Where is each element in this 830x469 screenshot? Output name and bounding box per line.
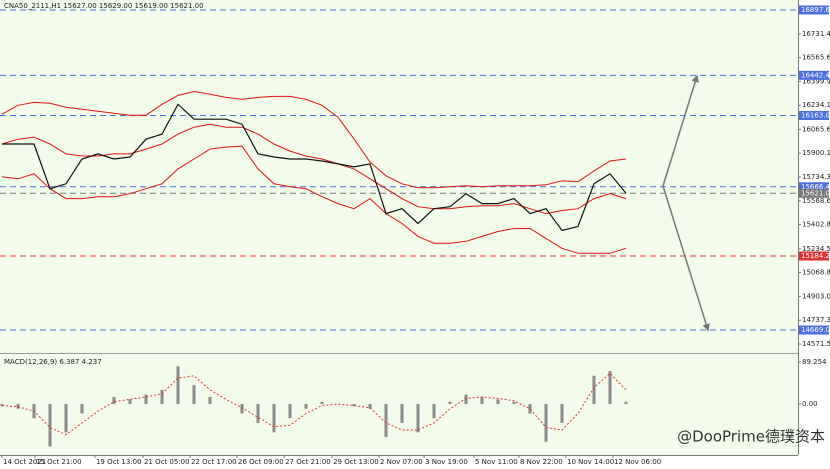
y-tick-label: 16731.40 — [802, 30, 830, 38]
macd-bar — [0, 404, 4, 407]
x-tick-label: 19 Oct 13:00 — [96, 458, 142, 466]
y-tick-label: 15068.80 — [802, 269, 830, 277]
macd-y-tick-label: 0.00 — [802, 400, 818, 408]
y-tick-label: 16234.15 — [802, 101, 830, 109]
x-tick-label: 15 Oct 21:00 — [36, 458, 82, 466]
level-label-box — [799, 110, 829, 120]
x-tick-label: 10 Nov 14:00 — [567, 458, 614, 466]
level-label-box — [799, 182, 829, 192]
x-tick-label: 22 Oct 17:00 — [191, 458, 237, 466]
x-tick-label: 8 Nov 22:00 — [520, 458, 563, 466]
macd-bar — [272, 404, 276, 433]
y-tick-label: 15900.10 — [802, 149, 830, 157]
bollinger-lower — [1, 145, 627, 254]
level-label: 16897.60 — [801, 6, 830, 14]
macd-bar — [592, 375, 596, 405]
level-label: 16163.00 — [801, 111, 830, 119]
x-tick-label: 5 Nov 11:00 — [475, 458, 518, 466]
x-tick-label: 27 Oct 21:00 — [285, 458, 331, 466]
macd-bar — [608, 371, 612, 405]
macd-bar — [512, 401, 516, 405]
y-tick-label: 16065.60 — [802, 125, 830, 133]
level-label-box — [799, 188, 829, 198]
level-label: 16442.48 — [801, 71, 830, 79]
y-tick-label: 16565.65 — [802, 54, 830, 62]
macd-bar — [240, 404, 244, 414]
macd-bar — [192, 385, 196, 405]
level-label-box — [799, 325, 829, 335]
macd-bar — [256, 404, 260, 423]
macd-bar — [400, 404, 404, 423]
macd-bar — [64, 404, 68, 433]
price-line — [2, 103, 627, 232]
y-tick-label: 15402.85 — [802, 221, 830, 229]
macd-bar — [416, 404, 420, 433]
y-tick-label: 16399.90 — [802, 77, 830, 85]
level-label: 14669.06 — [801, 326, 830, 334]
x-tick-label: 14 Oct 2021 — [3, 458, 46, 466]
chart-title: CNA50_2111,H1 15627.00 15629.00 15619.00… — [4, 2, 204, 10]
macd-bar — [320, 401, 324, 405]
macd-label: MACD(12,26,9) 6.387 4.237 — [4, 358, 102, 366]
macd-bar — [464, 394, 468, 405]
x-tick-label: 12 Nov 06:00 — [614, 458, 661, 466]
watermark: @DooPrime德璞资本 — [677, 428, 825, 446]
macd-bar — [528, 404, 532, 414]
macd-bar — [496, 399, 500, 405]
x-tick-label: 2 Nov 07:00 — [380, 458, 423, 466]
macd-bar — [144, 394, 148, 405]
x-tick-label: 26 Oct 09:00 — [238, 458, 284, 466]
x-tick-label: 3 Nov 19:00 — [425, 458, 468, 466]
macd-bar — [384, 404, 388, 438]
y-tick-label: 15568.60 — [802, 197, 830, 205]
y-tick-label: 14903.05 — [802, 292, 830, 300]
level-label: 15666.43 — [801, 183, 830, 191]
plot-background — [0, 0, 798, 455]
macd-bar — [544, 404, 548, 442]
down-arrow — [662, 185, 710, 332]
macd-bar — [448, 401, 452, 405]
x-tick-label: 29 Oct 13:00 — [333, 458, 379, 466]
up-arrow — [662, 74, 699, 187]
y-tick-label: 14737.30 — [802, 316, 830, 324]
level-label: 15621.00 — [801, 189, 830, 197]
macd-bar — [368, 404, 372, 409]
macd-bar — [352, 404, 356, 407]
macd-bar — [80, 404, 84, 414]
y-tick-label: 15734.35 — [802, 173, 830, 181]
macd-bar — [304, 404, 308, 409]
macd-bar — [160, 389, 164, 405]
macd-bar — [112, 396, 116, 405]
macd-bar — [288, 404, 292, 419]
macd-bar — [624, 401, 628, 405]
macd-bar — [432, 404, 436, 419]
macd-bar — [128, 399, 132, 405]
macd-bar — [208, 396, 212, 405]
macd-bar — [176, 366, 180, 405]
level-label-box — [799, 70, 829, 80]
y-tick-label: 14571.55 — [802, 340, 830, 348]
bollinger-upper — [1, 90, 627, 189]
macd-bar — [560, 404, 564, 423]
x-tick-label: 21 Oct 05:00 — [144, 458, 190, 466]
level-label-box — [799, 251, 829, 261]
level-label: 15184.26 — [801, 252, 830, 260]
macd-bar — [480, 396, 484, 405]
macd-y-tick-label: 89.254 — [802, 358, 827, 366]
level-label-box — [799, 5, 829, 15]
macd-bar — [48, 404, 52, 447]
y-tick-label: 15234.55 — [802, 245, 830, 253]
